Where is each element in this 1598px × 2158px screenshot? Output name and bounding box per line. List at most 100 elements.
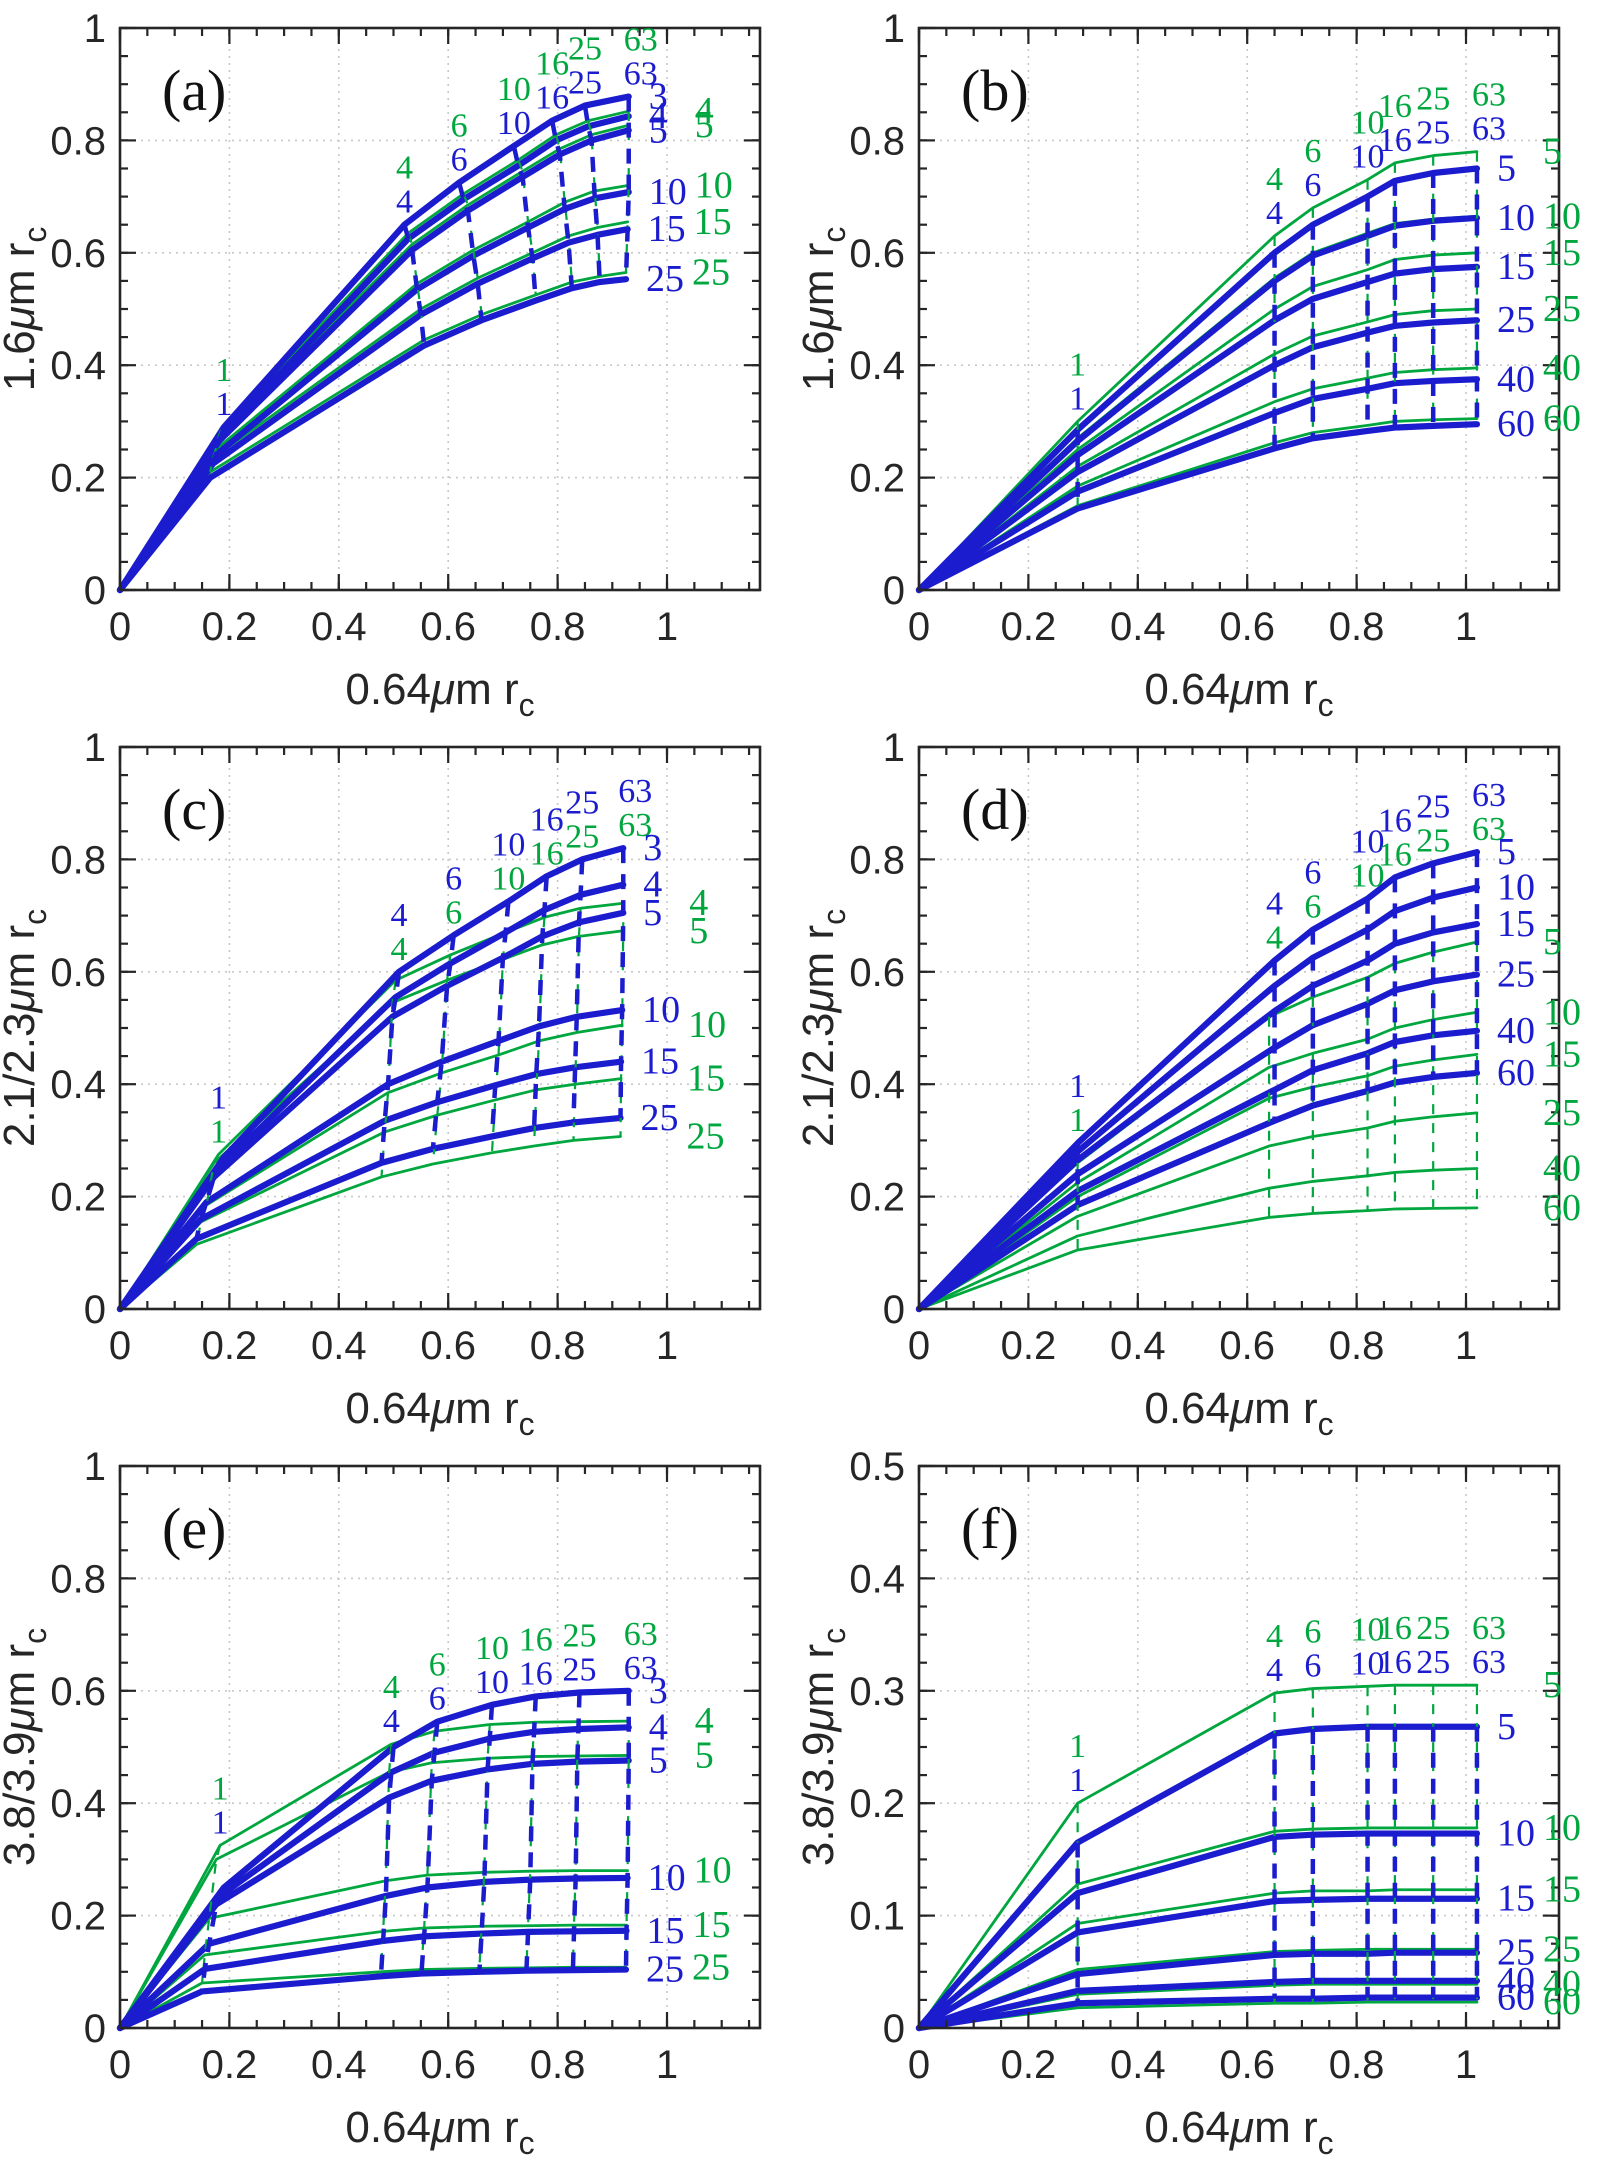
- axis-ticks: [118, 26, 760, 592]
- green-tau-connectors: [1076, 942, 1479, 1250]
- curve-green-15: [917, 1888, 1479, 2030]
- x-tick-label: 0.4: [311, 605, 367, 649]
- curve-blue-3: [116, 93, 632, 594]
- x-tick-label: 0.6: [420, 605, 476, 649]
- tau-label-green-6: 6: [429, 1647, 446, 1684]
- tau-label-blue-25: 25: [568, 65, 602, 102]
- tau-label-green-4: 4: [396, 150, 413, 187]
- y-tick-label: 0.2: [50, 1895, 106, 1939]
- end-label-green-10: 10: [1543, 991, 1581, 1033]
- end-label-blue-3: 3: [643, 827, 662, 869]
- curve-blue-4: [116, 113, 632, 594]
- y-tick-label: 0.4: [50, 1063, 106, 1107]
- end-label-green-5: 5: [1543, 921, 1562, 963]
- panel-b-plot: 0 0.2 0.4 0.6 0.8 100.20.40.60.810.64μm rc1.6…: [799, 7, 1581, 719]
- y-tick-label: 0.4: [50, 1782, 106, 1826]
- end-label-green-25: 25: [1543, 288, 1581, 330]
- y-tick-label: 0.6: [50, 951, 106, 995]
- tau-label-blue-10: 10: [1351, 1645, 1385, 1682]
- curve-blue-3: [116, 1687, 632, 2032]
- tau-line-blue-4: [379, 971, 402, 1164]
- end-label-blue-3: 3: [649, 1670, 668, 1712]
- end-label-blue-60: 60: [1497, 1977, 1535, 2019]
- tau-label-blue-6: 6: [1304, 167, 1321, 204]
- tau-label-blue-10: 10: [1351, 824, 1385, 861]
- tau-label-blue-1: 1: [210, 1079, 227, 1116]
- end-label-green-10: 10: [1543, 1807, 1581, 1849]
- tau-line-blue-16: [531, 876, 549, 1129]
- tau-label-green-16: 16: [519, 1621, 553, 1658]
- tau-line-green-63: [619, 903, 625, 1137]
- tau-label-green-1: 1: [212, 1770, 229, 1807]
- x-tick-label: 1: [1455, 605, 1477, 649]
- y-tick-label: 0: [84, 2007, 106, 2051]
- y-tick-label: 0.8: [50, 838, 106, 882]
- axis-ticks: [917, 1464, 1559, 2030]
- tau-label-green-6: 6: [1304, 133, 1321, 170]
- axis-ticks: [118, 1464, 760, 2030]
- axis-ticks: [118, 745, 760, 1311]
- curve-blue-25: [116, 1114, 624, 1313]
- curve-green-25: [917, 1111, 1479, 1311]
- end-label-blue-60: 60: [1497, 1052, 1535, 1094]
- tau-line-green-4: [407, 232, 426, 341]
- tau-label-green-63: 63: [624, 22, 658, 59]
- tau-label-green-6: 6: [1304, 889, 1321, 926]
- tau-label-green-25: 25: [568, 31, 602, 68]
- y-tick-label: 0.8: [849, 838, 905, 882]
- y-tick-label: 0.6: [50, 1670, 106, 1714]
- y-tick-label: 0.4: [849, 1557, 905, 1601]
- x-tick-label: 0.4: [1110, 1324, 1166, 1368]
- x-tick-label: 0.8: [530, 2043, 586, 2087]
- end-label-green-10: 10: [1543, 195, 1581, 237]
- end-label-blue-4: 4: [649, 95, 668, 137]
- gridlines: [120, 747, 760, 1309]
- y-tick-label: 0.8: [50, 119, 106, 163]
- y-axis-label: 3.8/3.9μm rc: [799, 1628, 852, 1866]
- tau-line-green-63: [624, 111, 630, 273]
- tau-label-green-6: 6: [1304, 1614, 1321, 1651]
- end-label-green-60: 60: [1543, 398, 1581, 440]
- x-tick-label: 0.6: [420, 2043, 476, 2087]
- x-tick-label: 1: [656, 605, 678, 649]
- end-label-green-5: 5: [689, 910, 708, 952]
- end-label-blue-10: 10: [1497, 867, 1535, 909]
- end-label-blue-25: 25: [1497, 954, 1535, 996]
- tau-line-blue-4: [402, 224, 427, 346]
- y-tick-label: 0.3: [849, 1670, 905, 1714]
- x-tick-label: 0: [908, 2043, 930, 2087]
- end-label-blue-25: 25: [1497, 1932, 1535, 1974]
- end-label-blue-15: 15: [1497, 246, 1535, 288]
- tau-label-green-63: 63: [1472, 77, 1506, 114]
- curve-green-25: [118, 271, 628, 592]
- end-label-green-15: 15: [1543, 1869, 1581, 1911]
- green-curve-family: [917, 1683, 1479, 2030]
- tau-line-green-10: [517, 159, 537, 296]
- curve-green-40: [917, 1167, 1479, 1311]
- panel-letter: (b): [961, 58, 1029, 123]
- blue-tau-connectors: [1075, 852, 1480, 1206]
- blue-curve-family: [915, 848, 1481, 1313]
- curve-green-15: [118, 1923, 628, 2030]
- curve-green-10: [118, 183, 631, 592]
- tau-label-blue-4: 4: [390, 897, 407, 934]
- curve-green-25: [917, 307, 1479, 592]
- tau-label-green-10: 10: [475, 1630, 509, 1667]
- curve-green-15: [118, 220, 630, 592]
- panel-d: 0 0.2 0.4 0.6 0.8 1 0 0.2 0.4 0.6 0.8 1 0.64μm rc 2.1…: [799, 719, 1598, 1438]
- end-label-blue-10: 10: [642, 989, 680, 1031]
- x-tick-label: 0.8: [1329, 1324, 1385, 1368]
- end-label-green-5: 5: [1543, 131, 1562, 173]
- tau-line-blue-63: [618, 848, 626, 1118]
- y-tick-label: 0.2: [50, 1176, 106, 1220]
- curve-blue-40: [915, 1977, 1481, 2032]
- tau-label-blue-4: 4: [1266, 195, 1283, 232]
- tau-label-blue-1: 1: [1069, 1068, 1086, 1105]
- end-label-blue-3: 3: [649, 76, 668, 118]
- tau-label-green-1: 1: [1069, 1102, 1086, 1139]
- panel-b: 0 0.2 0.4 0.6 0.8 1 0 0.2 0.4 0.6 0.8 1 0.64μm rc 1.6…: [799, 0, 1598, 719]
- x-tick-label: 0.2: [202, 1324, 258, 1368]
